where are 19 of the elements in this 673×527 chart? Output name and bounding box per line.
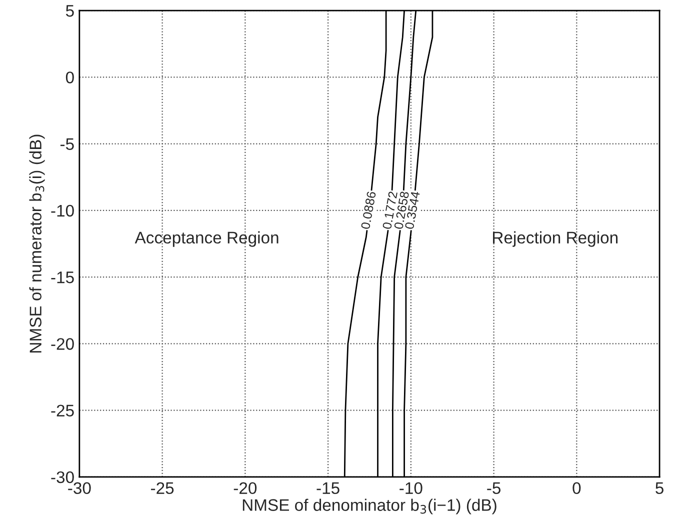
x-tick-label: -10 xyxy=(400,482,422,494)
y-tick-label: 0 xyxy=(66,72,74,84)
y-tick-label: -15 xyxy=(51,272,74,284)
x-tick-label: -25 xyxy=(150,482,174,494)
x-tick-label: -15 xyxy=(316,482,340,494)
y-tick-label: -20 xyxy=(51,338,74,350)
annotation: Rejection Region xyxy=(493,231,618,247)
x-tick-label: -5 xyxy=(487,482,500,494)
annotation: Acceptance Region xyxy=(134,231,278,247)
y-axis-title: NMSE of numerator b$_{3}$(i) (dB) xyxy=(29,134,45,352)
y-tick-label: -5 xyxy=(60,138,74,150)
x-tick-label: 0 xyxy=(572,482,581,494)
y-tick-label: -25 xyxy=(51,404,74,417)
y-tick-label: -30 xyxy=(51,471,74,484)
x-tick-label: -20 xyxy=(234,482,257,494)
y-tick-label: -10 xyxy=(51,204,74,217)
x-tick-label: 5 xyxy=(656,482,664,494)
x-axis-title: NMSE of denominator b$_{3}$(i−1) (dB) xyxy=(242,498,496,514)
y-tick-label: 5 xyxy=(66,5,74,17)
